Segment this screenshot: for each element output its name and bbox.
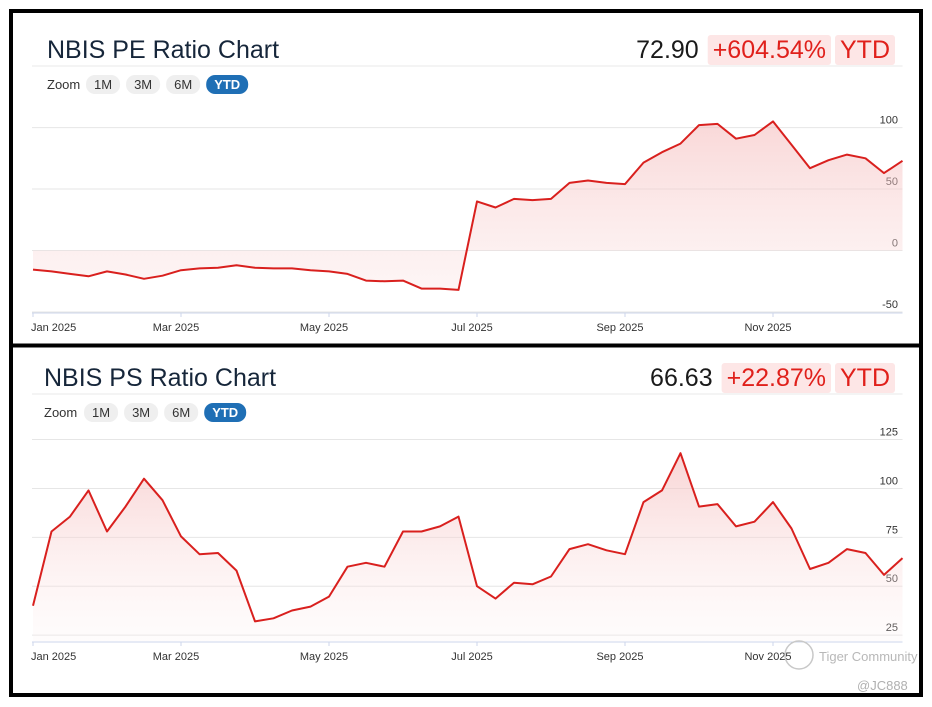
y-tick-label: -50: [882, 299, 898, 311]
zoom-option[interactable]: 1M: [94, 77, 112, 92]
frame: [9, 9, 923, 697]
zoom-label: Zoom: [44, 405, 77, 420]
period-badge: [835, 363, 895, 393]
zoom-button[interactable]: [164, 403, 199, 422]
price: 66.63: [650, 364, 713, 392]
x-tick-label: Jan 2025: [31, 651, 76, 663]
period: YTD: [840, 36, 890, 64]
chart-title: NBIS PE Ratio Chart: [47, 36, 279, 64]
zoom-option[interactable]: YTD: [212, 405, 238, 420]
price: 72.90: [636, 36, 699, 64]
line: [32, 452, 904, 623]
x-tick-label: May 2025: [300, 322, 348, 334]
x-tick-label: Nov 2025: [744, 651, 791, 663]
period: YTD: [840, 364, 890, 392]
zoom-option[interactable]: 3M: [134, 77, 152, 92]
x-tick-label: Nov 2025: [744, 322, 791, 334]
change-badge: [707, 35, 831, 65]
zoom-label: Zoom: [47, 77, 80, 92]
x-tick-label: Mar 2025: [153, 651, 199, 663]
zoom-option[interactable]: 3M: [132, 405, 150, 420]
x-tick-label: Jul 2025: [451, 651, 493, 663]
x-tick-label: Jan 2025: [31, 322, 76, 334]
chart-title: NBIS PS Ratio Chart: [44, 364, 276, 392]
zoom-button[interactable]: [206, 75, 249, 94]
zoom-button[interactable]: [166, 75, 201, 94]
zoom-button[interactable]: [86, 75, 121, 94]
x-tick-label: May 2025: [300, 651, 348, 663]
y-tick-label: 100: [880, 475, 898, 487]
x-tick-label: Mar 2025: [153, 322, 199, 334]
y-tick-label: 100: [880, 115, 898, 127]
watermark: Tiger Community @JC888: [784, 640, 918, 693]
zoom-button[interactable]: [204, 403, 247, 422]
zoom-option[interactable]: 6M: [174, 77, 192, 92]
change-badge: [721, 363, 831, 393]
zoom-option[interactable]: 1M: [92, 405, 110, 420]
zoom-option[interactable]: YTD: [214, 77, 240, 92]
line: [32, 120, 904, 291]
zoom-option[interactable]: 6M: [172, 405, 190, 420]
area: [33, 453, 903, 641]
area: [33, 121, 903, 290]
x-tick-label: Sep 2025: [596, 651, 643, 663]
zoom-button[interactable]: [84, 403, 119, 422]
x-tick-label: Jul 2025: [451, 322, 493, 334]
watermark-handle: @JC888: [857, 678, 908, 693]
y-tick-label: 75: [886, 524, 898, 536]
period-badge: [835, 35, 895, 65]
watermark-brand: Tiger Community: [819, 649, 918, 664]
change: +604.54%: [713, 36, 826, 64]
x-tick-label: Sep 2025: [596, 322, 643, 334]
watermark-logo: [784, 640, 814, 670]
zoom-button[interactable]: [126, 75, 161, 94]
change: +22.87%: [727, 364, 826, 392]
y-tick-label: 125: [880, 427, 898, 439]
zoom-button[interactable]: [124, 403, 159, 422]
